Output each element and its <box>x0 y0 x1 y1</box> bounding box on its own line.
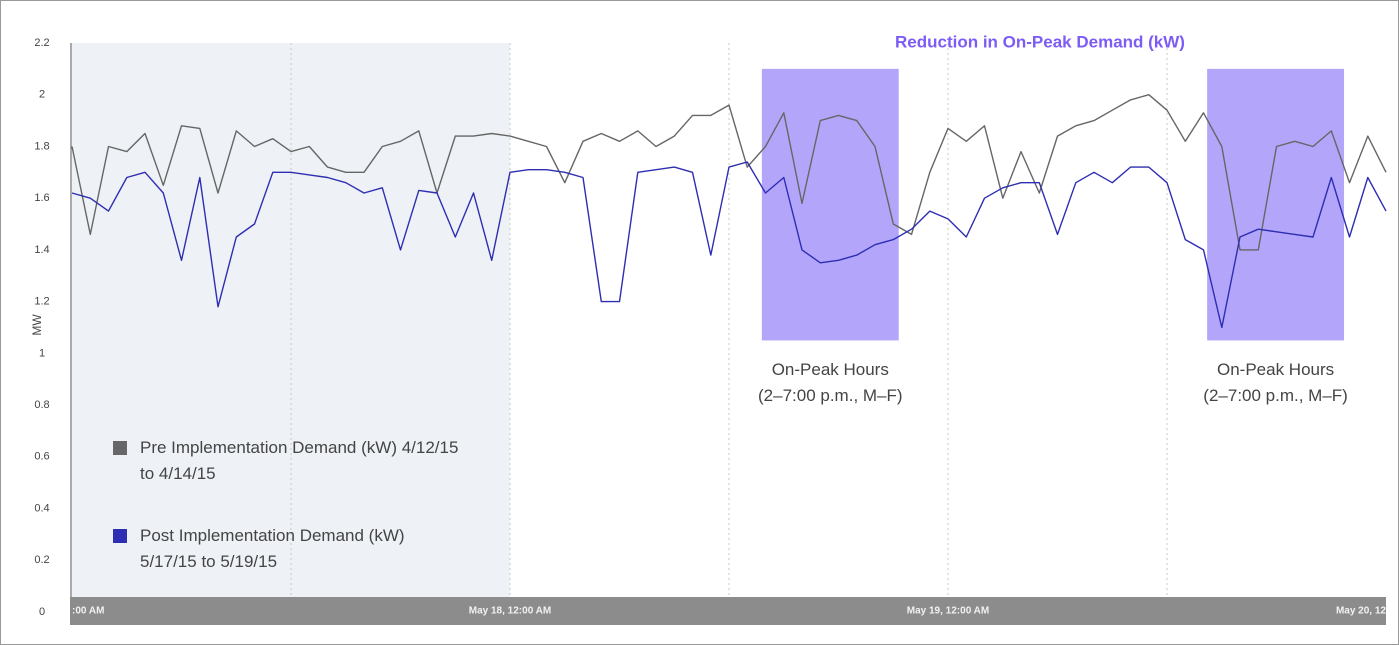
legend-label: Pre Implementation Demand (kW) 4/12/15 t… <box>140 438 459 483</box>
highlight-label: On-Peak Hours <box>1217 360 1334 379</box>
x-tick-label: :00 AM <box>72 606 104 617</box>
y-tick-label: 1.2 <box>34 296 49 308</box>
y-tick-label: 0 <box>39 606 45 618</box>
y-tick-label: 0.2 <box>34 554 49 566</box>
y-tick-label: 0.4 <box>34 502 49 514</box>
legend-swatch <box>113 441 127 455</box>
chart-title: Reduction in On-Peak Demand (kW) <box>895 32 1185 51</box>
x-tick-label: May 19, 12:00 AM <box>907 606 989 617</box>
highlight-label: (2–7:00 p.m., M–F) <box>1203 386 1348 405</box>
x-axis-bar <box>70 597 1386 625</box>
y-tick-label: 1.6 <box>34 192 49 204</box>
legend-swatch <box>113 529 127 543</box>
highlight-label: (2–7:00 p.m., M–F) <box>758 386 903 405</box>
legend-item: Pre Implementation Demand (kW) 4/12/15 t… <box>113 435 460 487</box>
y-tick-label: 1.4 <box>34 244 49 256</box>
x-tick-label: May 20, 12 <box>1336 606 1386 617</box>
y-tick-label: 0.8 <box>34 399 49 411</box>
y-tick-label: 1 <box>39 347 45 359</box>
on-peak-highlight <box>1207 68 1345 341</box>
highlight-label: On-Peak Hours <box>772 360 889 379</box>
y-tick-label: 1.8 <box>34 140 49 152</box>
y-axis-label: MW <box>30 314 44 336</box>
y-tick-label: 2 <box>39 89 45 101</box>
series-line <box>71 94 1387 251</box>
y-tick-label: 2.2 <box>34 37 49 49</box>
legend-label: Post Implementation Demand (kW) 5/17/15 … <box>140 526 405 571</box>
y-tick-label: 0.6 <box>34 451 49 463</box>
legend-item: Post Implementation Demand (kW) 5/17/15 … <box>113 523 420 575</box>
series-line <box>71 161 1387 329</box>
x-tick-label: May 18, 12:00 AM <box>469 606 551 617</box>
on-peak-highlight <box>761 68 899 341</box>
